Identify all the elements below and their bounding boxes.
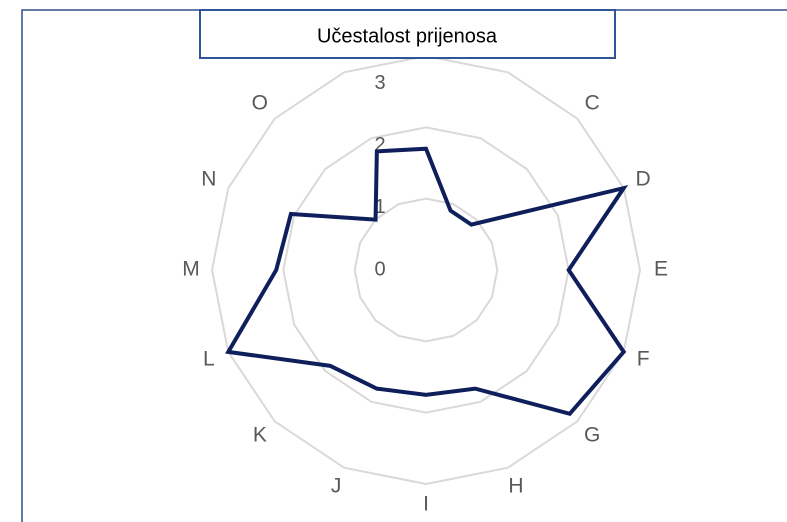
chart-frame <box>21 9 787 522</box>
category-label: C <box>585 91 600 114</box>
series-line <box>225 146 629 417</box>
category-label: N <box>201 168 216 191</box>
y-tick-label: 3 <box>374 72 385 94</box>
y-tick-label: 2 <box>374 134 385 156</box>
marks <box>225 146 629 417</box>
category-label: L <box>203 347 215 370</box>
category-label: D <box>636 168 651 191</box>
category-label: O <box>252 91 268 114</box>
title-box <box>199 9 616 59</box>
grid-ring <box>210 54 642 486</box>
category-label: E <box>654 258 668 281</box>
category-label: M <box>182 258 200 281</box>
grid: 0123ABCDEFGHIJKLMNOP <box>182 23 668 516</box>
category-label: I <box>423 493 429 516</box>
category-label: F <box>637 347 650 370</box>
y-tick-label: 0 <box>374 258 385 280</box>
chart-title: Učestalost prijenosa <box>317 25 498 47</box>
category-label: G <box>584 424 600 447</box>
category-label: J <box>331 475 342 498</box>
grid-ring <box>282 126 570 414</box>
category-label: K <box>253 424 267 447</box>
y-tick-label: 1 <box>374 196 385 218</box>
category-label: H <box>508 475 523 498</box>
grid-ring <box>353 197 499 343</box>
